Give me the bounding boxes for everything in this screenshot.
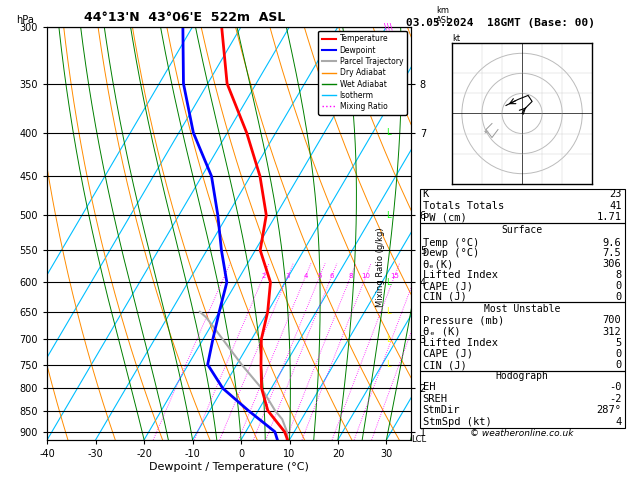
Text: Temp (°C): Temp (°C) [423,238,479,247]
Text: PW (cm): PW (cm) [423,212,467,222]
Text: 23: 23 [609,189,621,199]
Text: 44°13'N  43°06'E  522m  ASL: 44°13'N 43°06'E 522m ASL [84,11,285,24]
Text: L: L [386,360,391,369]
Text: L: L [386,307,391,316]
Text: 287°: 287° [596,405,621,415]
Text: © weatheronline.co.uk: © weatheronline.co.uk [470,429,574,438]
Text: 0: 0 [615,360,621,370]
Text: 8: 8 [615,270,621,280]
Text: 3: 3 [286,273,290,279]
Text: Most Unstable: Most Unstable [484,304,560,313]
Text: L: L [386,128,391,137]
Text: 312: 312 [603,327,621,336]
Text: EH: EH [423,382,435,392]
Text: 1: 1 [222,273,226,279]
Text: 2: 2 [262,273,266,279]
Text: L: L [386,334,391,344]
Text: 8: 8 [348,273,353,279]
Legend: Temperature, Dewpoint, Parcel Trajectory, Dry Adiabat, Wet Adiabat, Isotherm, Mi: Temperature, Dewpoint, Parcel Trajectory… [318,31,407,115]
Text: 7.5: 7.5 [603,248,621,259]
Text: CAPE (J): CAPE (J) [423,281,473,291]
Text: 5: 5 [615,338,621,348]
Text: Surface: Surface [501,225,543,235]
Text: ★: ★ [483,128,489,135]
Text: Hodograph: Hodograph [496,371,548,381]
Text: 4: 4 [615,417,621,427]
Text: L: L [386,210,391,220]
Text: \\\: \\\ [384,22,392,31]
X-axis label: Dewpoint / Temperature (°C): Dewpoint / Temperature (°C) [149,462,309,471]
Text: 0: 0 [615,349,621,359]
Text: 306: 306 [603,260,621,269]
Text: LCL: LCL [411,435,426,444]
Text: kt: kt [452,34,460,43]
Text: 0: 0 [615,281,621,291]
Text: CIN (J): CIN (J) [423,360,467,370]
Text: StmSpd (kt): StmSpd (kt) [423,417,491,427]
Text: CAPE (J): CAPE (J) [423,349,473,359]
Text: Mixing Ratio (g/kg): Mixing Ratio (g/kg) [376,227,385,307]
Text: Pressure (mb): Pressure (mb) [423,315,504,325]
Text: 15: 15 [390,273,399,279]
Text: SREH: SREH [423,394,448,403]
Text: 4: 4 [304,273,308,279]
Text: K: K [423,189,429,199]
Text: 6: 6 [330,273,334,279]
Text: hPa: hPa [16,15,34,25]
Text: StmDir: StmDir [423,405,460,415]
Text: θₑ (K): θₑ (K) [423,327,460,336]
Text: -2: -2 [609,394,621,403]
Text: Dewp (°C): Dewp (°C) [423,248,479,259]
Text: 1.71: 1.71 [596,212,621,222]
Text: Lifted Index: Lifted Index [423,270,498,280]
Text: L: L [386,278,391,287]
Text: θₑ(K): θₑ(K) [423,260,454,269]
Text: 700: 700 [603,315,621,325]
Text: 03.05.2024  18GMT (Base: 00): 03.05.2024 18GMT (Base: 00) [406,18,594,29]
Text: 0: 0 [615,292,621,302]
Text: km
ASL: km ASL [436,6,452,25]
Text: Lifted Index: Lifted Index [423,338,498,348]
Text: 10: 10 [362,273,370,279]
Text: 5: 5 [318,273,322,279]
Text: 9.6: 9.6 [603,238,621,247]
Text: Totals Totals: Totals Totals [423,201,504,210]
Text: CIN (J): CIN (J) [423,292,467,302]
Text: -0: -0 [609,382,621,392]
Text: 41: 41 [609,201,621,210]
